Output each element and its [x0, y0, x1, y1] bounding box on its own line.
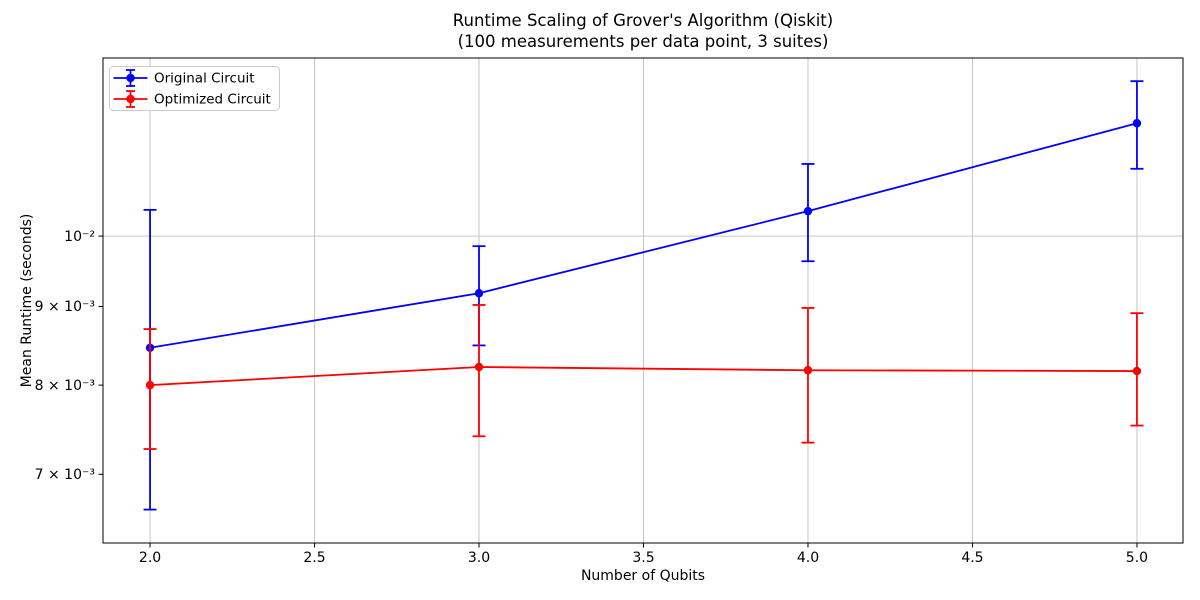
y-tick-label: 8 × 10⁻³: [35, 378, 95, 394]
series-line: [149, 366, 1137, 387]
x-tick-label: 2.0: [139, 550, 161, 566]
legend-marker-optimized-circuit: [113, 90, 148, 108]
data-point: [1132, 366, 1142, 376]
legend-marker-dot: [126, 94, 135, 104]
legend-label-original-circuit: Original Circuit: [154, 71, 255, 87]
series-line: [149, 122, 1138, 349]
legend-label-optimized-circuit: Optimized Circuit: [154, 92, 271, 108]
y-axis-label: Mean Runtime (seconds): [19, 214, 35, 388]
y-tick-label: 7 × 10⁻³: [35, 467, 95, 483]
data-point: [474, 289, 484, 298]
x-tick-label: 4.0: [797, 550, 819, 566]
x-tick-label: 3.0: [468, 550, 490, 566]
legend: Original Circuit Optimized Circuit: [109, 66, 280, 111]
x-tick-label: 5.0: [1126, 550, 1148, 566]
x-tick-label: 3.5: [632, 550, 654, 566]
axis-ticks: 2.0 2.5 3.0 3.5 4.0 4.5 5.0 10⁻² 9 × 10⁻³ 8 × 10⁻…: [35, 229, 1148, 566]
chart-title-line1: Runtime Scaling of Grover's Algorithm (Q…: [453, 11, 833, 30]
series-original-circuit: [143, 80, 1144, 511]
legend-marker-original-circuit: [113, 69, 148, 87]
y-tick-label: 10⁻²: [64, 229, 95, 245]
data-point: [474, 362, 484, 372]
data-point: [803, 206, 813, 216]
x-axis-label: Number of Qubits: [581, 568, 705, 584]
legend-marker-dot: [126, 73, 135, 83]
y-tick-label: 9 × 10⁻³: [35, 299, 95, 315]
data-point: [803, 366, 813, 375]
x-tick-label: 2.5: [303, 550, 325, 566]
series-optimized-circuit: [143, 304, 1144, 450]
x-tick-label: 4.5: [961, 550, 983, 566]
data-point: [145, 380, 155, 390]
legend-box: [109, 66, 280, 111]
chart-title-line2: (100 measurements per data point, 3 suit…: [458, 32, 829, 51]
plot-frame: [102, 57, 1184, 544]
data-point: [1132, 119, 1142, 128]
data-series: [143, 80, 1144, 511]
gridlines: [103, 58, 1183, 543]
